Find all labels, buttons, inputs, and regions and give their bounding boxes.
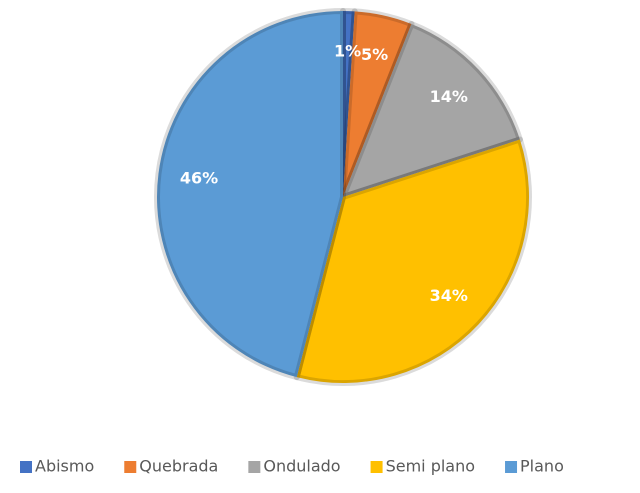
legend-label: Semi plano [386, 457, 475, 476]
pie-slice [293, 136, 532, 386]
legend-swatch [248, 461, 261, 473]
legend-swatch [124, 461, 137, 473]
legend-label: Quebrada [139, 457, 218, 476]
data-label: 34% [430, 286, 468, 305]
data-label: 5% [361, 45, 388, 64]
pie-slice [340, 21, 523, 200]
data-label: 1% [334, 41, 361, 60]
data-label: 14% [430, 87, 468, 106]
legend-swatch [370, 461, 383, 473]
legend-label: Plano [520, 457, 564, 476]
legend-label: Abismo [35, 457, 94, 476]
pie-slice [154, 8, 346, 381]
pie-slice [340, 8, 358, 200]
legend-label: Ondulado [263, 457, 340, 476]
pie-slice [340, 8, 415, 200]
legend-swatch [505, 461, 518, 473]
data-label: 46% [180, 168, 218, 187]
legend-swatch [20, 461, 32, 473]
